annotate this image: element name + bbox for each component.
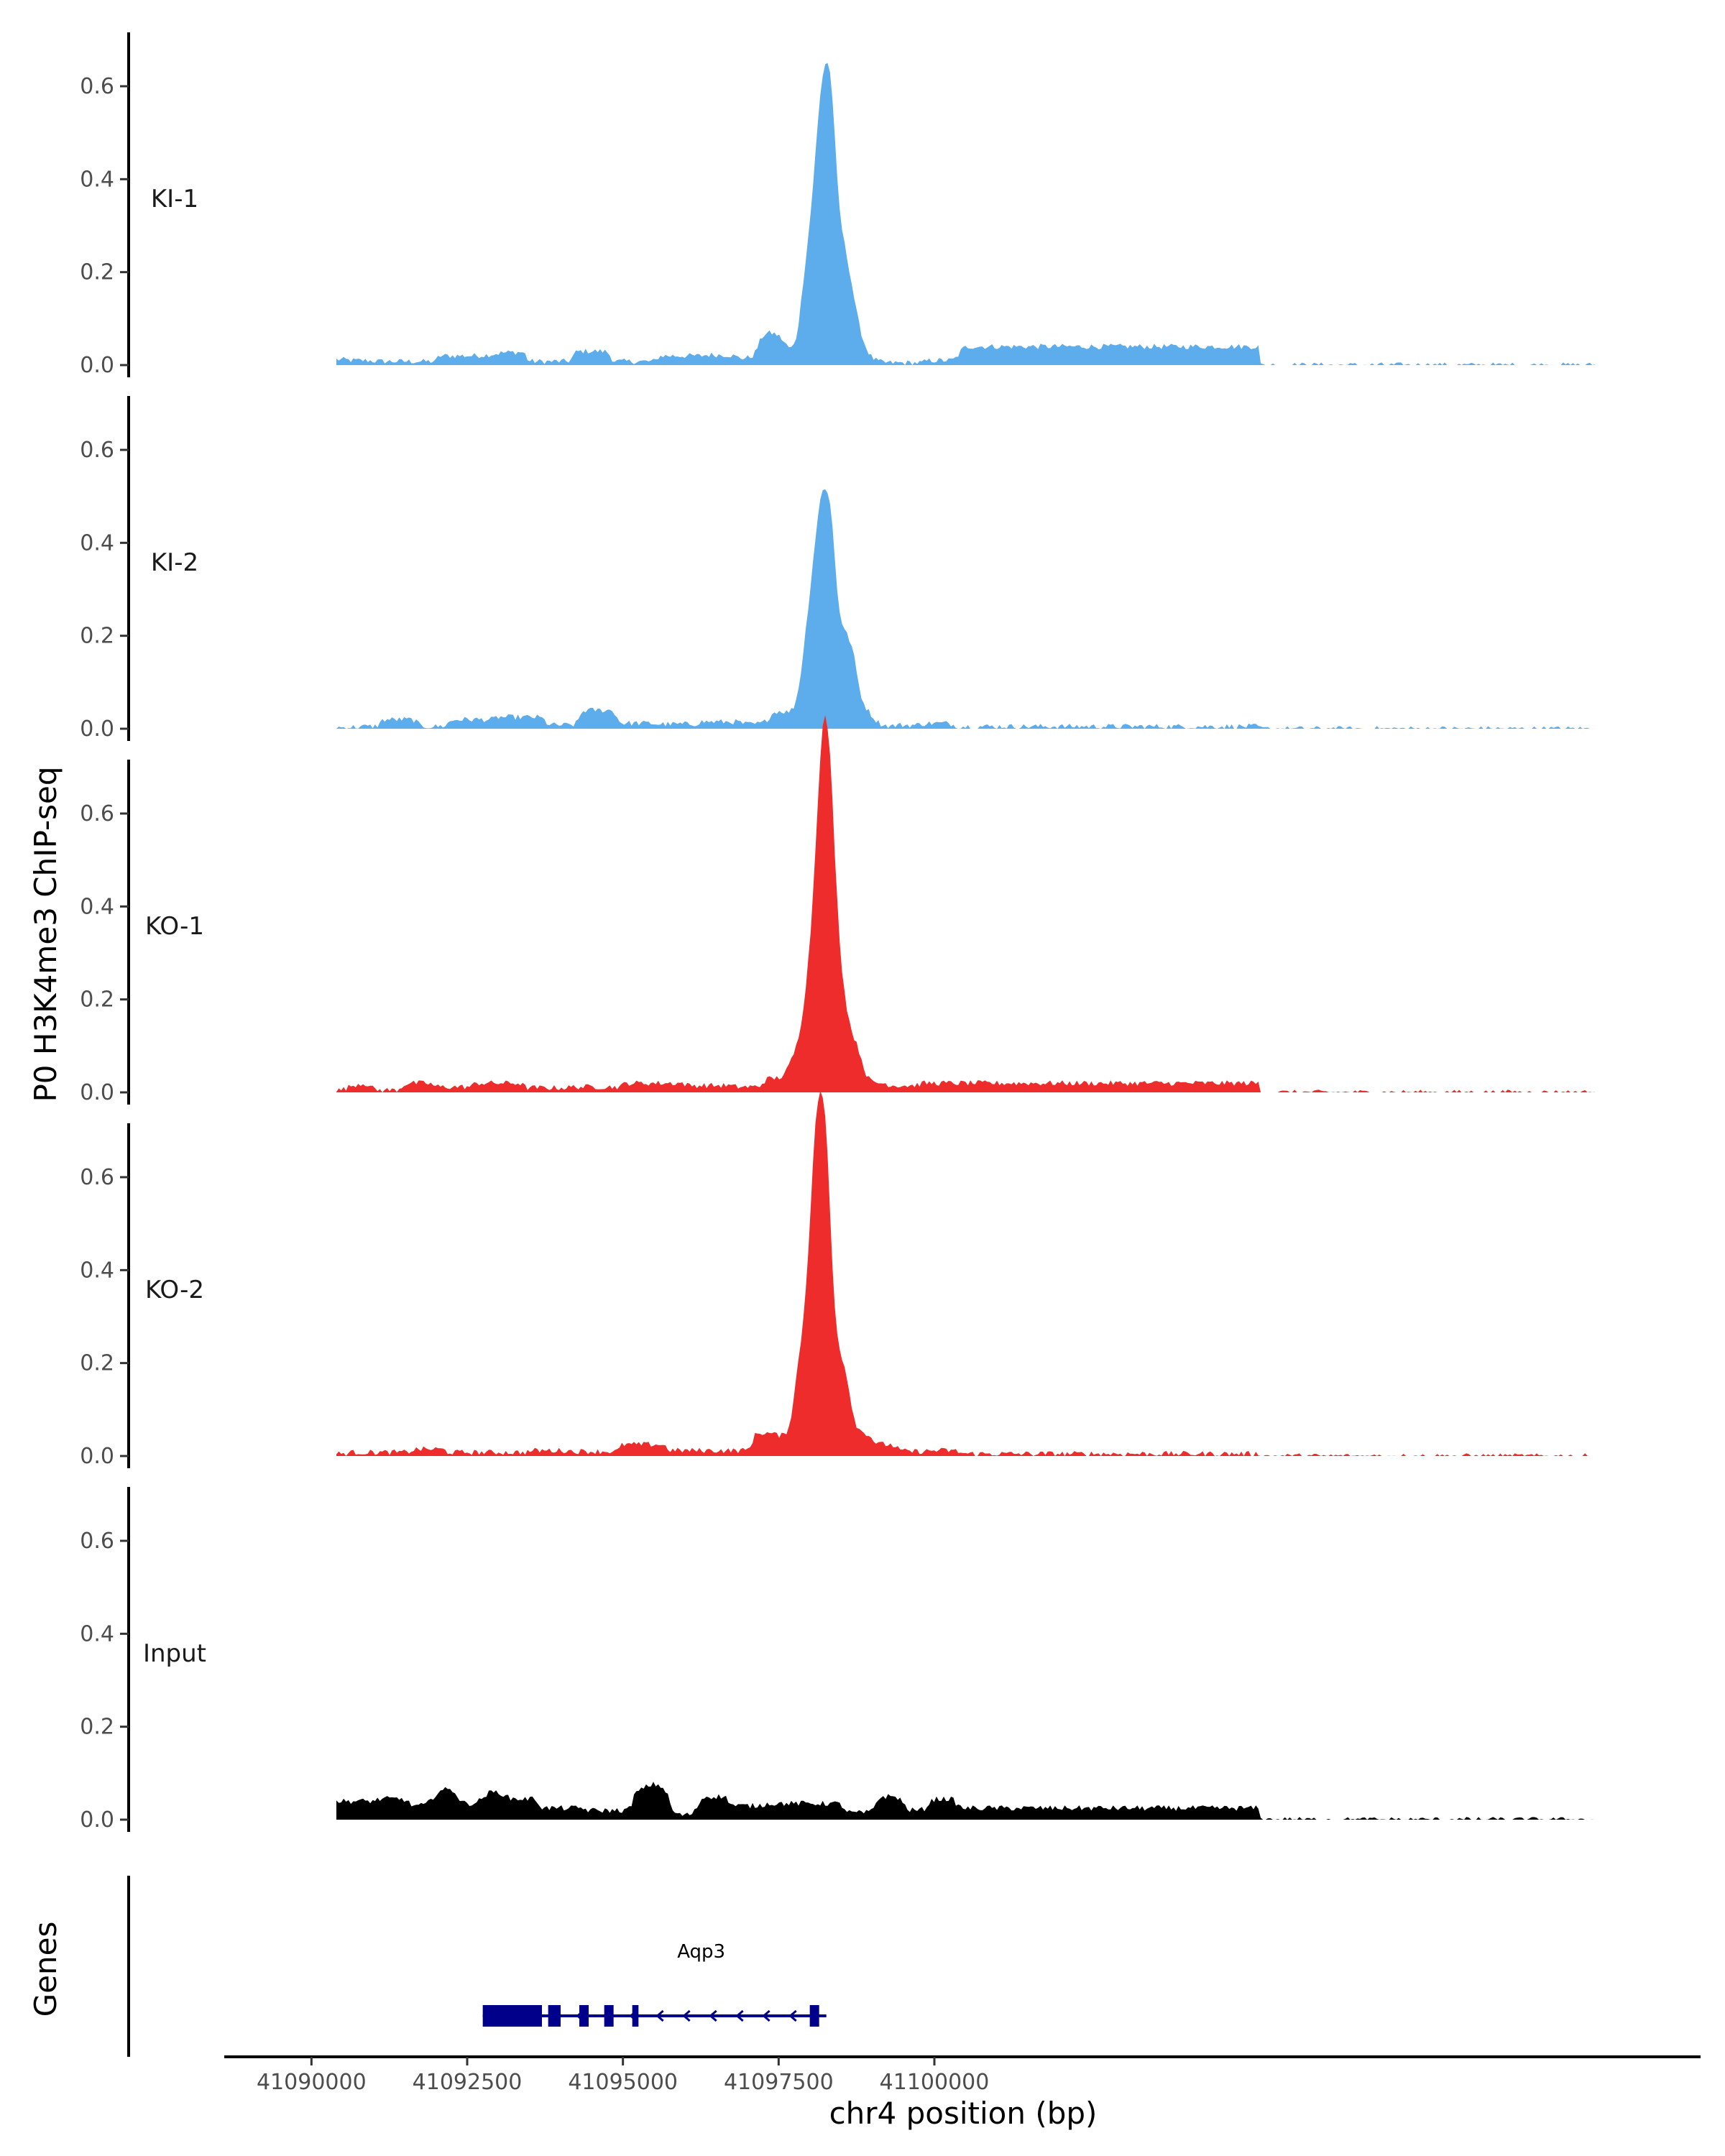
y-tick-label: 0.0 — [80, 1807, 114, 1833]
y-tick-label: 0.4 — [80, 1258, 114, 1283]
y-tick-label: 0.6 — [80, 801, 114, 826]
y-tick-label: 0.2 — [80, 260, 114, 285]
gene-name-label: Aqp3 — [677, 1941, 725, 1963]
gene-exon — [579, 2005, 589, 2027]
y-tick-label: 0.2 — [80, 1715, 114, 1740]
y-tick-label: 0.6 — [80, 1165, 114, 1190]
gene-track: Aqp3 — [127, 1876, 827, 2057]
signal-area-ki-1 — [336, 63, 1595, 365]
y-tick-label: 0.6 — [80, 1529, 114, 1554]
track-label: KO-2 — [145, 1276, 204, 1304]
y-tick-label: 0.2 — [80, 624, 114, 649]
x-tick-label: 41092500 — [413, 2070, 523, 2095]
gene-exon — [604, 2005, 614, 2027]
track-label: KO-1 — [145, 912, 204, 941]
strand-arrow — [709, 2009, 717, 2022]
signal-area-ko-2 — [336, 1090, 1595, 1456]
strand-arrow — [656, 2009, 664, 2022]
y-axis-title: P0 H3K4me3 ChIP-seq — [28, 766, 63, 1102]
gene-exon — [482, 2005, 542, 2027]
y-tick-label: 0.4 — [80, 167, 114, 192]
x-axis-title: chr4 position (bp) — [829, 2096, 1098, 2131]
signal-area-ko-1 — [336, 715, 1595, 1092]
x-tick-label: 41097500 — [724, 2070, 834, 2095]
track-label: Input — [143, 1639, 206, 1668]
track-label: KI-2 — [151, 548, 198, 577]
x-tick-label: 41100000 — [880, 2070, 990, 2095]
genes-axis-title: Genes — [28, 1922, 63, 2017]
y-tick-label: 0.0 — [80, 1080, 114, 1105]
y-tick-label: 0.2 — [80, 1351, 114, 1376]
track-panel-ki-1: 0.0 0.2 0.4 0.6 KI-1 — [80, 32, 1595, 378]
gene-exon — [632, 2005, 639, 2027]
track-panel-ki-2: 0.0 0.2 0.4 0.6 KI-2 — [80, 396, 1595, 742]
strand-arrow — [682, 2009, 691, 2022]
y-tick-label: 0.6 — [80, 438, 114, 463]
track-label: KI-1 — [151, 185, 198, 213]
y-tick-label: 0.4 — [80, 1621, 114, 1646]
signal-area-ki-2 — [336, 489, 1595, 729]
track-panels: 0.00.20.40.6KI-10.00.20.40.6KI-20.00.20.… — [80, 32, 1595, 1833]
x-tick-label: 41090000 — [257, 2070, 367, 2095]
track-panel-ko-2: 0.0 0.2 0.4 0.6 KO-2 — [80, 1090, 1595, 1469]
strand-arrow — [762, 2009, 770, 2022]
y-tick-label: 0.6 — [80, 74, 114, 99]
y-tick-label: 0.2 — [80, 987, 114, 1013]
x-tick-label: 41095000 — [568, 2070, 678, 2095]
track-panel-ko-1: 0.0 0.2 0.4 0.6 KO-1 — [80, 715, 1595, 1105]
y-tick-label: 0.4 — [80, 530, 114, 556]
y-tick-label: 0.4 — [80, 894, 114, 919]
x-axis: 41090000 41092500 41095000 41097500 41100000 — [224, 2055, 1701, 2095]
gene-exon — [548, 2005, 561, 2027]
strand-arrow — [788, 2009, 797, 2022]
y-tick-label: 0.0 — [80, 353, 114, 378]
gene-exon — [809, 2005, 819, 2027]
gene-aqp3: Aqp3 — [482, 1941, 827, 2027]
signal-area-input — [336, 1782, 1595, 1820]
y-tick-label: 0.0 — [80, 717, 114, 742]
track-panel-input: 0.0 0.2 0.4 0.6 Input — [80, 1487, 1595, 1833]
y-tick-label: 0.0 — [80, 1444, 114, 1469]
strand-arrow — [735, 2009, 744, 2022]
